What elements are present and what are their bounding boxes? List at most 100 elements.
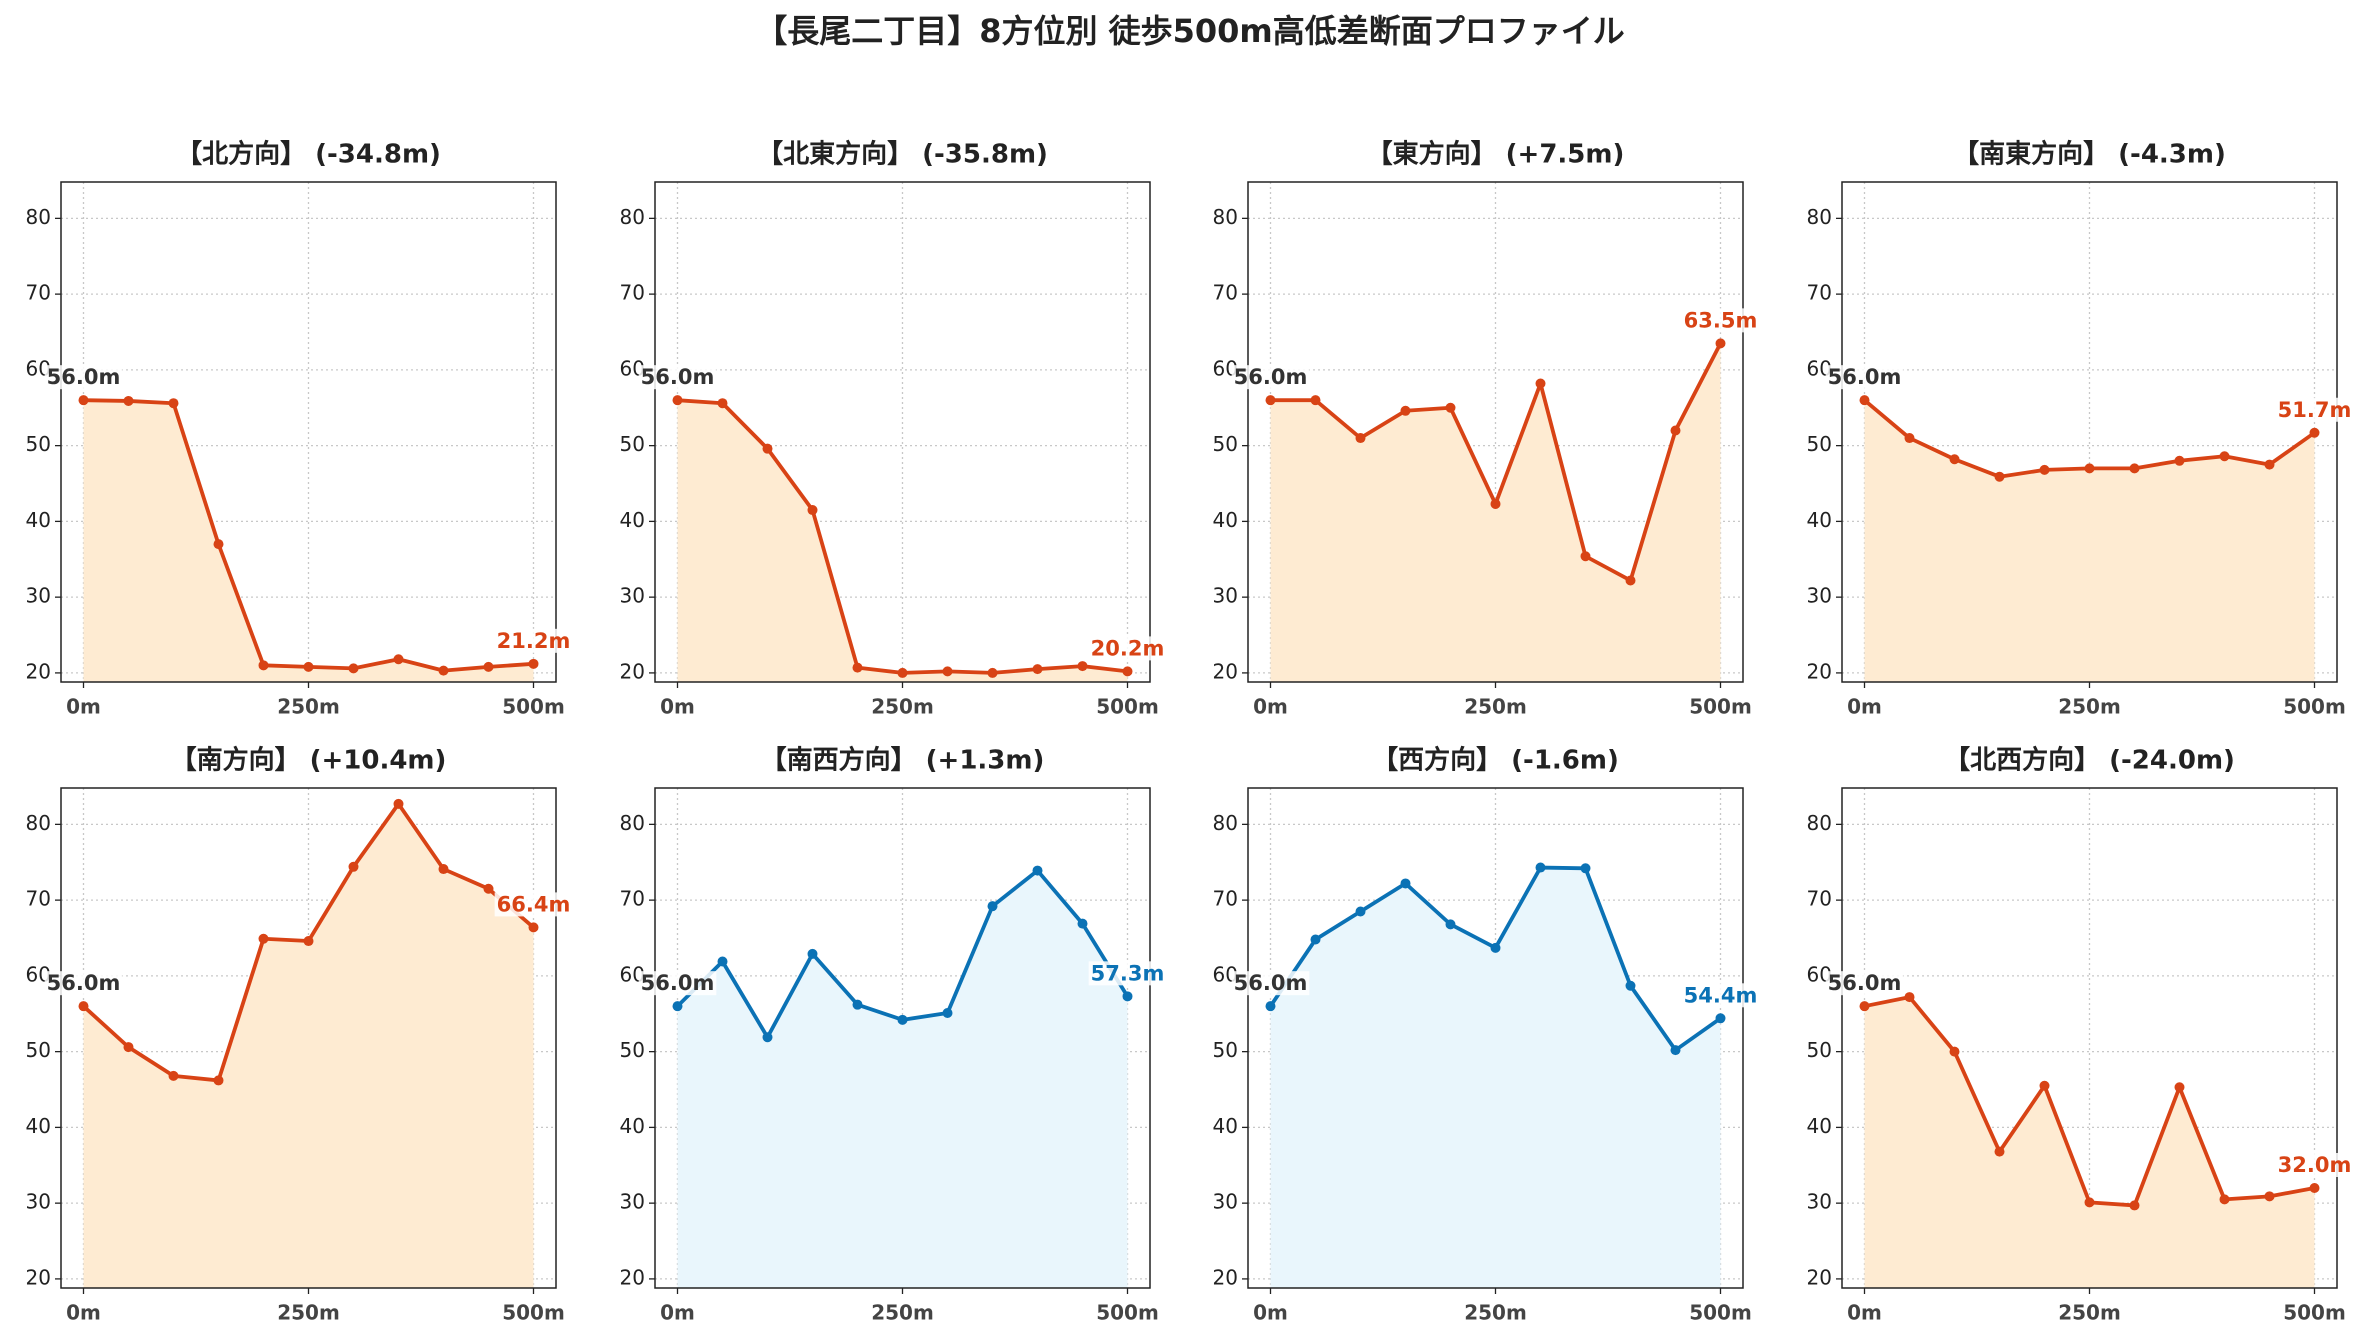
marker [1535, 378, 1546, 389]
x-tick-label: 250m [277, 695, 340, 719]
value-label: 56.0m [1234, 971, 1308, 995]
x-tick-label: 0m [1253, 695, 1288, 719]
marker [987, 901, 998, 912]
y-tick-label: 70 [1213, 281, 1238, 305]
y-tick-label: 80 [620, 205, 645, 229]
y-tick-label: 30 [620, 1190, 645, 1214]
marker [2084, 463, 2095, 474]
y-tick-label: 80 [1807, 811, 1832, 835]
marker [1355, 906, 1366, 917]
marker [2084, 1197, 2095, 1208]
x-tick-label: 500m [1689, 1301, 1752, 1325]
marker [528, 922, 539, 933]
area [677, 870, 1128, 1288]
value-label: 54.4m [1684, 983, 1758, 1007]
subplot-title: 【北方向】 (-34.8m) [176, 139, 441, 170]
marker [807, 505, 818, 516]
label-background [1681, 308, 1760, 333]
y-tick-label: 50 [26, 1038, 51, 1062]
label-background [1231, 365, 1310, 390]
marker [1400, 405, 1411, 416]
axes-frame [654, 181, 1151, 683]
label-background [638, 971, 717, 996]
x-tick-label: 0m [66, 1301, 101, 1325]
x-tick-label: 250m [2058, 695, 2121, 719]
y-tick-label: 40 [1807, 508, 1832, 532]
area [1270, 867, 1721, 1288]
marker [1625, 980, 1636, 991]
marker [438, 665, 449, 676]
x-tick-label: 0m [1847, 1301, 1882, 1325]
marker [123, 1042, 134, 1053]
y-tick-label: 50 [620, 1038, 645, 1062]
y-tick-label: 70 [1807, 887, 1832, 911]
marker [2219, 1194, 2230, 1205]
subplot-title: 【北東方向】 (-35.8m) [757, 139, 1048, 170]
y-tick-label: 70 [620, 887, 645, 911]
y-tick-label: 40 [1213, 1114, 1238, 1138]
axes-frame [60, 787, 557, 1289]
subplot-title: 【北西方向】 (-24.0m) [1944, 745, 2235, 776]
marker [78, 395, 89, 406]
marker [2219, 451, 2230, 462]
marker [2264, 459, 2275, 470]
y-tick-label: 20 [26, 1265, 51, 1289]
y-tick-label: 50 [1213, 1038, 1238, 1062]
marker [672, 1001, 683, 1012]
axes-frame [60, 181, 557, 683]
marker [852, 662, 863, 673]
marker [1949, 1046, 1960, 1057]
y-tick-label: 70 [26, 887, 51, 911]
marker [1580, 551, 1591, 562]
marker [2174, 1082, 2185, 1093]
marker [1859, 1001, 1870, 1012]
marker [1032, 664, 1043, 675]
marker [717, 398, 728, 409]
marker [483, 661, 494, 672]
x-tick-label: 0m [660, 695, 695, 719]
value-label: 56.0m [47, 971, 121, 995]
value-label: 66.4m [497, 892, 571, 916]
marker [1994, 471, 2005, 482]
area [1864, 997, 2315, 1288]
y-tick-label: 50 [620, 432, 645, 456]
y-tick-label: 30 [1807, 1190, 1832, 1214]
x-tick-label: 500m [502, 1301, 565, 1325]
y-tick-label: 20 [26, 659, 51, 683]
chart-title: 【長尾二丁目】8方位別 徒歩500m高低差断面プロファイル [755, 12, 1625, 50]
x-tick-label: 500m [2283, 695, 2346, 719]
x-tick-label: 250m [871, 695, 934, 719]
value-label: 56.0m [1234, 365, 1308, 389]
value-label: 56.0m [1828, 971, 1902, 995]
x-tick-label: 250m [2058, 1301, 2121, 1325]
marker [78, 1001, 89, 1012]
axes-frame [1841, 787, 2338, 1289]
y-tick-label: 30 [26, 584, 51, 608]
subplot-title: 【南東方向】 (-4.3m) [1953, 139, 2226, 170]
axes-frame [1247, 181, 1744, 683]
marker [1904, 433, 1915, 444]
area [83, 400, 534, 682]
marker [942, 1008, 953, 1018]
x-tick-label: 250m [871, 1301, 934, 1325]
marker [168, 398, 179, 409]
marker [2309, 1183, 2320, 1193]
marker [1122, 991, 1133, 1002]
marker [1490, 942, 1501, 953]
y-tick-label: 70 [26, 281, 51, 305]
label-background [1825, 971, 1904, 996]
marker [1490, 498, 1501, 509]
marker [303, 936, 314, 947]
label-background [44, 365, 123, 390]
value-label: 21.2m [497, 629, 571, 653]
label-background [2275, 397, 2354, 422]
marker [1904, 992, 1915, 1003]
marker [807, 948, 818, 959]
y-tick-label: 40 [620, 508, 645, 532]
y-tick-label: 20 [1213, 659, 1238, 683]
